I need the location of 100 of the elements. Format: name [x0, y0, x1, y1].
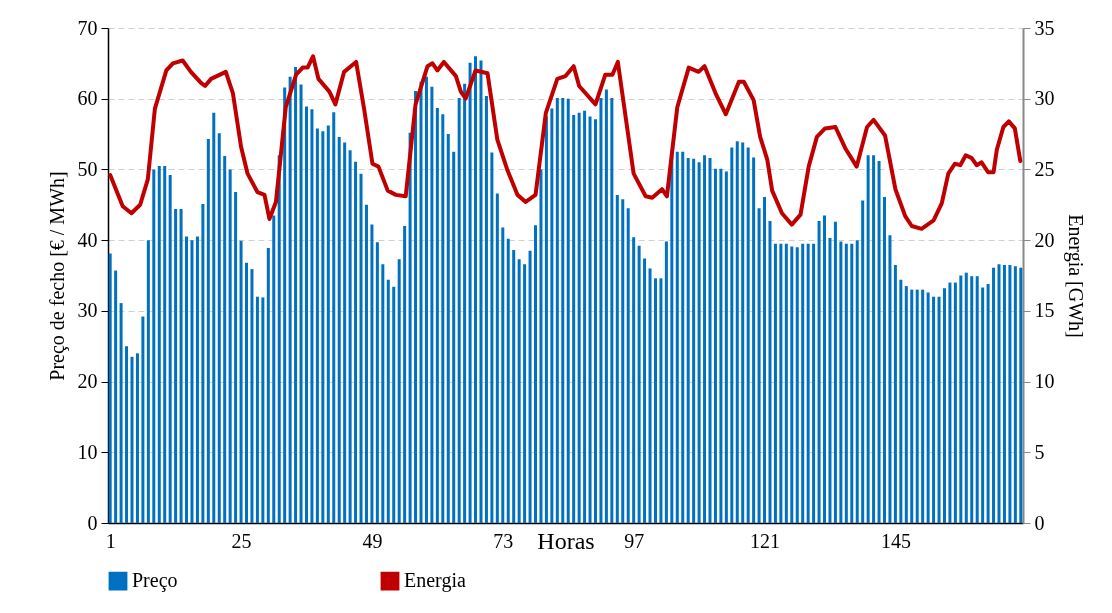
bar: [643, 258, 647, 523]
x-tick-label: 49: [362, 529, 383, 552]
bar: [315, 128, 319, 523]
bar: [915, 289, 919, 523]
bar: [823, 215, 827, 523]
y2-tick-label: 35: [1034, 16, 1055, 39]
bar: [817, 221, 821, 523]
x-tick-label: 25: [231, 529, 252, 552]
y-tick-label: 40: [77, 228, 98, 251]
bar: [141, 316, 145, 523]
bar: [190, 240, 194, 523]
bar: [921, 289, 925, 523]
bar: [583, 110, 587, 523]
bar: [1019, 267, 1023, 523]
bar: [261, 297, 265, 523]
bar: [495, 193, 499, 523]
bar: [539, 169, 543, 523]
bar: [528, 250, 532, 523]
bar: [757, 208, 761, 523]
bar: [223, 155, 227, 523]
bar: [812, 243, 816, 523]
bar: [457, 98, 461, 523]
bar: [239, 240, 243, 523]
bar: [201, 204, 205, 523]
bar: [119, 303, 123, 523]
legend-label: Preço: [132, 569, 178, 593]
y2-tick-label: 0: [1034, 511, 1045, 534]
bar: [970, 276, 974, 523]
bar: [370, 224, 374, 523]
bar: [910, 289, 914, 523]
bar: [174, 209, 178, 523]
x-tick-label: 121: [750, 529, 781, 552]
bar: [299, 84, 303, 523]
bar: [266, 247, 270, 523]
bar: [703, 155, 707, 523]
bar: [686, 158, 690, 523]
bar: [784, 243, 788, 523]
bar: [288, 76, 292, 523]
bar: [964, 272, 968, 523]
bar: [675, 151, 679, 523]
bar: [861, 200, 865, 523]
y2-axis-title: Energia [GWh]: [1063, 214, 1087, 338]
bar: [250, 269, 254, 523]
bar: [593, 119, 597, 523]
y2-tick-label: 15: [1034, 299, 1055, 322]
bar: [653, 278, 657, 523]
bar: [163, 165, 167, 523]
bar: [937, 296, 941, 523]
bar: [294, 66, 298, 523]
bar: [152, 169, 156, 523]
y-tick-label: 70: [77, 16, 98, 39]
bar: [604, 89, 608, 523]
bar: [512, 250, 516, 523]
y-axis-title: Preço de fecho [€ / MWh]: [45, 171, 69, 381]
bar: [899, 279, 903, 523]
bar: [277, 155, 281, 523]
bar: [844, 243, 848, 523]
bar: [561, 98, 565, 523]
bar: [125, 346, 129, 523]
bar: [888, 235, 892, 523]
y-tick-label: 20: [77, 370, 98, 393]
bar: [801, 243, 805, 523]
bar: [948, 282, 952, 523]
bar: [304, 106, 308, 523]
x-tick-label: 73: [493, 529, 514, 552]
bar: [544, 116, 548, 523]
line-series: [108, 54, 1023, 231]
bar: [130, 356, 134, 523]
bar: [228, 169, 232, 523]
bar: [135, 353, 139, 523]
bar: [354, 161, 358, 523]
bar: [381, 264, 385, 523]
bar: [893, 264, 897, 523]
bar: [626, 208, 630, 523]
bar: [953, 282, 957, 523]
bar: [610, 98, 614, 523]
bar: [572, 114, 576, 523]
legend-label: Energia: [404, 569, 466, 593]
bar: [108, 253, 112, 523]
y-tick-label: 0: [87, 511, 98, 534]
bar: [866, 155, 870, 523]
bar: [883, 197, 886, 523]
bar: [474, 56, 478, 523]
bar: [773, 243, 777, 523]
bar: [332, 112, 336, 523]
bar: [463, 83, 467, 523]
bar: [632, 237, 636, 523]
bar: [408, 132, 412, 523]
bar: [364, 204, 368, 523]
bar: [185, 236, 189, 523]
bar: [245, 262, 248, 523]
bar: [359, 173, 363, 523]
bar: [833, 221, 837, 523]
bar: [310, 109, 314, 523]
bar: [877, 160, 881, 523]
bar: [779, 243, 783, 523]
bar: [343, 142, 347, 523]
bar: [550, 108, 554, 523]
bar: [746, 147, 750, 523]
bar: [648, 268, 652, 523]
